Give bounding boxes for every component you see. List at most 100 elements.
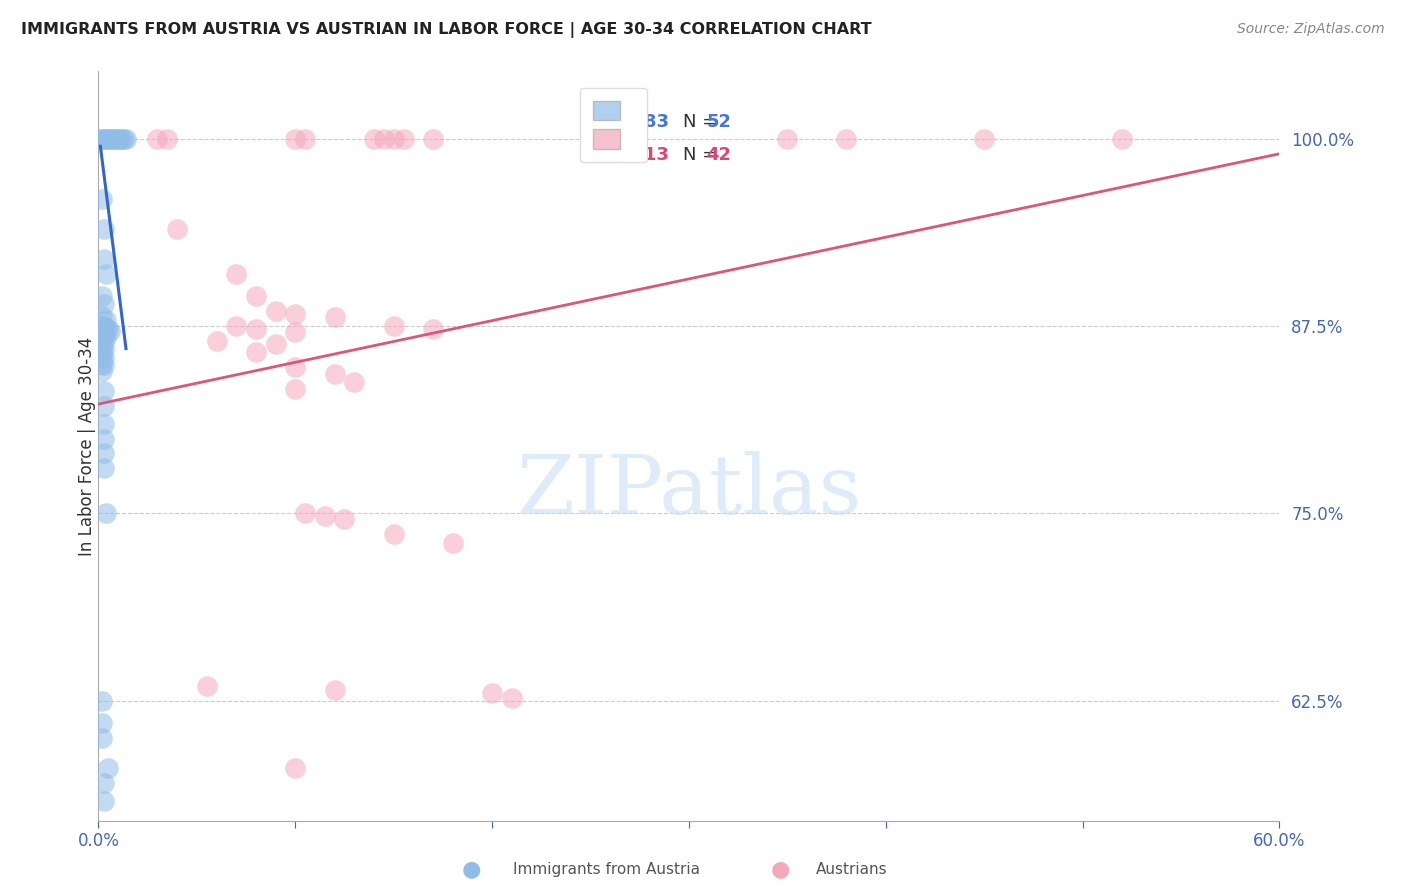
Point bbox=[96, 267, 118, 281]
Point bbox=[108, 132, 131, 146]
Point bbox=[284, 307, 307, 321]
Text: Austrians: Austrians bbox=[815, 863, 887, 877]
Point bbox=[96, 320, 118, 334]
Point bbox=[382, 527, 405, 541]
Point bbox=[146, 132, 169, 146]
Point bbox=[501, 690, 523, 705]
Point bbox=[91, 132, 114, 146]
Text: Source: ZipAtlas.com: Source: ZipAtlas.com bbox=[1237, 22, 1385, 37]
Text: Immigrants from Austria: Immigrants from Austria bbox=[513, 863, 700, 877]
Point bbox=[91, 326, 114, 341]
Point bbox=[91, 334, 114, 348]
Point bbox=[93, 252, 115, 266]
Point bbox=[101, 132, 124, 146]
Point bbox=[284, 382, 307, 396]
Point bbox=[111, 132, 134, 146]
Point bbox=[91, 357, 114, 371]
Point bbox=[97, 761, 120, 775]
Point bbox=[97, 132, 120, 146]
Point bbox=[441, 536, 464, 550]
Text: N =: N = bbox=[683, 112, 723, 130]
Point bbox=[294, 132, 316, 146]
Point bbox=[93, 351, 115, 365]
Point bbox=[93, 417, 115, 431]
Point bbox=[156, 132, 179, 146]
Point bbox=[93, 221, 115, 235]
Point bbox=[205, 334, 228, 348]
Point bbox=[314, 509, 336, 524]
Point bbox=[93, 384, 115, 398]
Point bbox=[363, 132, 385, 146]
Point bbox=[93, 328, 115, 343]
Point bbox=[89, 132, 111, 146]
Text: ●: ● bbox=[461, 860, 481, 880]
Point bbox=[96, 507, 118, 521]
Point bbox=[93, 432, 115, 446]
Point bbox=[91, 716, 114, 731]
Point bbox=[323, 310, 346, 325]
Point bbox=[1111, 132, 1133, 146]
Point bbox=[225, 319, 247, 334]
Text: 0.513: 0.513 bbox=[612, 146, 669, 164]
Point bbox=[93, 319, 115, 334]
Point bbox=[382, 132, 405, 146]
Y-axis label: In Labor Force | Age 30-34: In Labor Force | Age 30-34 bbox=[79, 336, 96, 556]
Point bbox=[343, 375, 366, 389]
Point bbox=[422, 132, 444, 146]
Point bbox=[112, 132, 135, 146]
Point bbox=[422, 322, 444, 336]
Point bbox=[245, 289, 267, 303]
Point bbox=[264, 304, 287, 318]
Point bbox=[93, 132, 115, 146]
Point bbox=[91, 289, 114, 303]
Point bbox=[323, 683, 346, 698]
Point bbox=[91, 731, 114, 746]
Point bbox=[333, 512, 356, 526]
Point bbox=[115, 132, 138, 146]
Point bbox=[97, 322, 120, 336]
Text: ZIPatlas: ZIPatlas bbox=[516, 451, 862, 531]
Point bbox=[96, 132, 118, 146]
Text: R =: R = bbox=[589, 146, 627, 164]
Point bbox=[93, 446, 115, 460]
Point bbox=[91, 342, 114, 356]
Point bbox=[225, 267, 247, 281]
Point bbox=[93, 461, 115, 475]
Point bbox=[96, 329, 118, 343]
Point bbox=[105, 132, 128, 146]
Point bbox=[107, 132, 129, 146]
Point bbox=[91, 192, 114, 206]
Point bbox=[264, 337, 287, 351]
Point bbox=[166, 221, 188, 235]
Text: ●: ● bbox=[770, 860, 790, 880]
Point bbox=[481, 686, 503, 700]
Point bbox=[98, 132, 121, 146]
Point bbox=[93, 335, 115, 350]
Text: N =: N = bbox=[683, 146, 723, 164]
Text: 42: 42 bbox=[707, 146, 731, 164]
Text: IMMIGRANTS FROM AUSTRIA VS AUSTRIAN IN LABOR FORCE | AGE 30-34 CORRELATION CHART: IMMIGRANTS FROM AUSTRIA VS AUSTRIAN IN L… bbox=[21, 22, 872, 38]
Legend: , : , bbox=[579, 88, 647, 162]
Point bbox=[284, 359, 307, 374]
Text: 0.383: 0.383 bbox=[612, 112, 669, 130]
Point bbox=[284, 132, 307, 146]
Point bbox=[284, 761, 307, 775]
Point bbox=[294, 507, 316, 521]
Point bbox=[195, 679, 218, 693]
Point bbox=[835, 132, 858, 146]
Point bbox=[93, 776, 115, 790]
Text: R =: R = bbox=[589, 112, 627, 130]
Point bbox=[96, 313, 118, 327]
Point bbox=[93, 296, 115, 310]
Point bbox=[93, 399, 115, 413]
Point bbox=[93, 358, 115, 372]
Point bbox=[392, 132, 415, 146]
Point bbox=[323, 367, 346, 381]
Point bbox=[91, 694, 114, 708]
Point bbox=[382, 319, 405, 334]
Point bbox=[284, 325, 307, 339]
Point bbox=[245, 322, 267, 336]
Point bbox=[93, 343, 115, 357]
Point bbox=[91, 364, 114, 378]
Point bbox=[91, 349, 114, 363]
